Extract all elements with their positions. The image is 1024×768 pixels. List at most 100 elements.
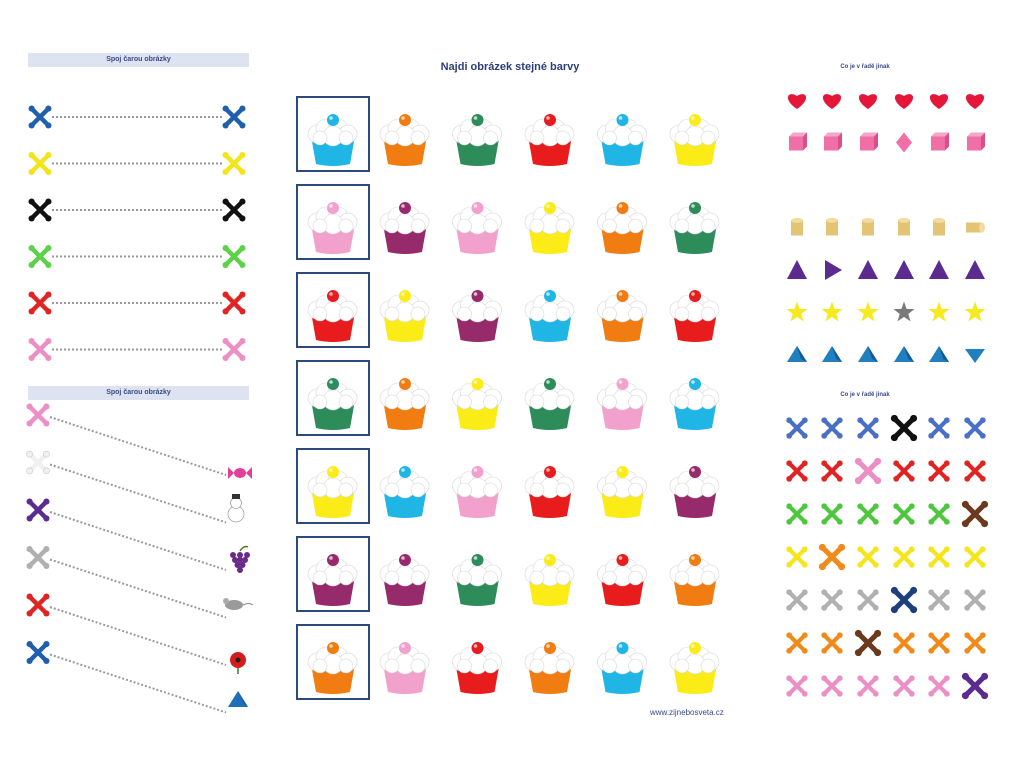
cupcake-option-icon (379, 642, 430, 694)
cupcake-option-icon (669, 290, 720, 342)
left-x-icon (26, 641, 50, 664)
x-icon (821, 417, 843, 439)
right-bottom-title: Co je v řadě jinak (840, 392, 890, 398)
x-icon (821, 460, 843, 482)
left-x-icon (26, 450, 50, 475)
cupcake-option-icon (452, 202, 502, 254)
right-x-icon (222, 152, 246, 175)
odd-cube-icon (896, 132, 912, 153)
cupcake-option-icon (669, 114, 720, 166)
left-x-icon (26, 546, 50, 569)
cupcake-option-icon (452, 290, 502, 342)
x-icon (786, 632, 808, 654)
cupcake-option-icon (524, 642, 575, 694)
odd-x-icon (961, 500, 989, 528)
cupcake-option-icon (524, 202, 575, 254)
x-icon (857, 675, 879, 697)
dotted-line (49, 653, 227, 714)
left-x-icon (28, 152, 52, 175)
cupcake-option-icon (452, 378, 502, 430)
dotted-line (49, 511, 227, 571)
cylinder-icon (898, 218, 910, 236)
pyramid-icon (228, 691, 248, 707)
x-icon (857, 589, 879, 611)
reference-frame (296, 184, 370, 260)
cupcake-option-icon (524, 554, 575, 606)
pyramid-icon (787, 346, 807, 362)
odd-pyramid-icon (965, 349, 985, 363)
reference-frame (296, 360, 370, 436)
dotted-line (49, 606, 227, 666)
moon-icon (933, 176, 942, 194)
cupcake-option-icon (669, 466, 720, 518)
x-icon (964, 546, 986, 568)
footer-link[interactable]: www.zijnebosveta.cz (650, 708, 724, 717)
heart-icon (858, 94, 878, 109)
cupcake-option-icon (597, 466, 647, 518)
x-icon (857, 503, 879, 525)
x-icon (893, 546, 915, 568)
left-bottom-header: Spoj čarou obrázky (28, 386, 249, 400)
star-icon (786, 301, 808, 322)
left-top-header: Spoj čarou obrázky (28, 53, 249, 67)
cupcake-option-icon (379, 554, 430, 606)
x-icon (821, 632, 843, 654)
cupcake-option-icon (524, 378, 575, 430)
cube-icon (967, 132, 985, 151)
x-icon (893, 460, 915, 482)
x-icon (893, 675, 915, 697)
cupcake-option-icon (524, 466, 575, 518)
x-icon (821, 503, 843, 525)
cupcake-option-icon (597, 290, 647, 342)
dotted-line (49, 558, 227, 619)
reference-cupcake-icon (307, 290, 358, 342)
x-icon (964, 589, 986, 611)
cupcake-option-icon (597, 554, 647, 606)
cupcake-option-icon (669, 642, 720, 694)
reference-frame (296, 624, 370, 700)
x-icon (928, 460, 950, 482)
cube-icon (931, 132, 949, 151)
reference-frame (296, 96, 370, 172)
reference-cupcake-icon (307, 114, 358, 166)
cupcake-option-icon (379, 378, 430, 430)
triangle-icon (965, 260, 985, 279)
triangle-icon (787, 260, 807, 279)
cylinder-icon (862, 218, 874, 236)
triangle-icon (858, 260, 878, 279)
cupcake-option-icon (669, 202, 720, 254)
x-icon (928, 417, 950, 439)
right-x-icon (222, 338, 246, 361)
odd-x-icon (890, 414, 918, 442)
x-icon (964, 632, 986, 654)
grapes-icon (230, 545, 250, 573)
right-x-icon (222, 291, 246, 315)
odd-moon-icon (856, 176, 865, 194)
x-icon (928, 589, 950, 611)
x-icon (928, 632, 950, 654)
snowman-icon (227, 494, 245, 523)
star-icon (857, 301, 879, 322)
odd-heart-icon (929, 94, 949, 109)
right-x-icon (222, 105, 246, 129)
reference-cupcake-icon (307, 642, 358, 694)
odd-star-icon (893, 301, 915, 322)
right-top-title: Co je v řadě jinak (840, 64, 890, 70)
cupcake-option-icon (597, 202, 647, 254)
heart-icon (787, 94, 807, 109)
x-icon (821, 675, 843, 697)
odd-x-icon (854, 629, 882, 657)
cupcake-option-icon (669, 554, 720, 606)
heart-icon (822, 94, 842, 109)
left-x-icon (26, 403, 50, 427)
dotted-line (49, 416, 227, 476)
reference-cupcake-icon (307, 466, 358, 518)
moon-icon (969, 176, 978, 194)
cupcake-option-icon (452, 114, 502, 166)
page-title: Najdi obrázek stejné barvy (440, 61, 580, 73)
cupcake-option-icon (452, 554, 502, 606)
cupcake-option-icon (597, 378, 647, 430)
left-x-icon (28, 245, 52, 268)
odd-triangle-icon (825, 260, 842, 280)
